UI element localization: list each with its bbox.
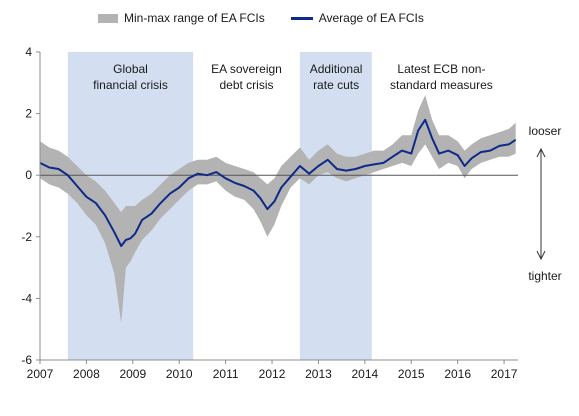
period-label-1-line-1: debt crisis [219, 78, 273, 92]
side-arrow-down-head [536, 250, 546, 261]
x-tick-label-2008: 2008 [73, 367, 100, 381]
legend-average-swatch [290, 16, 313, 20]
y-tick-label-0: 0 [25, 168, 32, 182]
legend-range-label: Min-max range of EA FCIs [124, 11, 265, 25]
x-tick-label-2007: 2007 [27, 367, 54, 381]
legend-item-average: Average of EA FCIs [290, 11, 424, 25]
y-tick-label--2: -2 [21, 230, 32, 244]
x-tick-label-2013: 2013 [305, 367, 332, 381]
x-tick-label-2017: 2017 [491, 367, 518, 381]
period-label-1-line-0: EA sovereign [211, 62, 282, 76]
series-average-line [39, 118, 517, 247]
x-tick-label-2014: 2014 [352, 367, 379, 381]
x-tick-label-2015: 2015 [398, 367, 425, 381]
period-label-2-line-1: rate cuts [313, 78, 359, 92]
y-tick-label-2: 2 [25, 107, 32, 121]
side-label-looser: looser [529, 124, 562, 138]
x-tick-label-2016: 2016 [444, 367, 471, 381]
y-tick-label--4: -4 [21, 291, 32, 305]
legend-item-range: Min-max range of EA FCIs [98, 11, 265, 25]
legend-average-label: Average of EA FCIs [318, 11, 424, 25]
x-tick-label-2012: 2012 [259, 367, 286, 381]
x-tick-label-2009: 2009 [119, 367, 146, 381]
period-label-0-line-1: financial crisis [93, 78, 168, 92]
legend: Min-max range of EA FCIs Average of EA F… [98, 11, 450, 25]
period-label-2-line-0: Additional [310, 62, 363, 76]
side-label-tighter: tighter [528, 269, 561, 283]
x-tick-label-2010: 2010 [166, 367, 193, 381]
x-tick-label-2011: 2011 [213, 367, 239, 381]
y-tick-label--6: -6 [21, 353, 32, 367]
period-label-3-line-0: Latest ECB non- [397, 62, 485, 76]
legend-range-swatch [98, 13, 118, 23]
y-tick-label-4: 4 [25, 45, 32, 59]
series-range-band [40, 95, 516, 323]
shaded-period-2 [299, 52, 372, 360]
period-label-3-line-1: standard measures [390, 78, 493, 92]
period-label-0-line-0: Global [113, 62, 148, 76]
side-arrow-up-head [536, 147, 546, 158]
